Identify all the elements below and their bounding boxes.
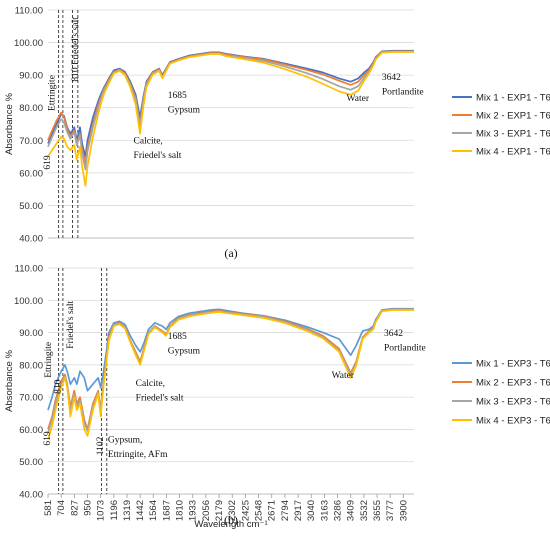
x-tick-label: 3040 bbox=[306, 500, 317, 521]
annotation-label: Water bbox=[332, 371, 355, 381]
x-tick-label: 1196 bbox=[109, 500, 120, 520]
annotation-label: Gypsum bbox=[168, 347, 201, 357]
y-tick-label: 70.00 bbox=[19, 393, 43, 404]
y-tick-label: 100.00 bbox=[14, 38, 43, 49]
annotation-label: Ettringite bbox=[47, 75, 57, 111]
y-tick-label: 110.00 bbox=[15, 6, 43, 17]
annotation-label: Friedel's salt bbox=[134, 151, 182, 161]
y-tick-label: 110.00 bbox=[15, 264, 43, 275]
annotation-label: Gypsum bbox=[168, 106, 201, 116]
annotation-label: 810 bbox=[54, 379, 64, 394]
annotation-label: 1102 bbox=[96, 436, 106, 455]
x-tick-label: 827 bbox=[69, 500, 80, 516]
annotation-label: Friedel's salt bbox=[66, 300, 76, 348]
annotation-label: 3642 bbox=[384, 329, 403, 339]
y-axis-label: Absorbance % bbox=[4, 350, 15, 412]
x-tick-label: 1073 bbox=[96, 500, 107, 521]
y-tick-label: 60.00 bbox=[19, 168, 43, 179]
x-tick-label: 1564 bbox=[148, 500, 159, 521]
y-tick-label: 60.00 bbox=[19, 425, 43, 436]
annotation-label: 1685 bbox=[168, 91, 187, 101]
x-tick-label: 3163 bbox=[319, 500, 330, 521]
annotation-label: Portlandite bbox=[384, 343, 426, 353]
x-tick-label: 704 bbox=[56, 500, 67, 516]
legend-entry: Mix 2 - EXP1 - T6 bbox=[476, 111, 550, 122]
legend-entry: Mix 2 - EXP3 - T6 bbox=[476, 378, 550, 389]
series-line bbox=[47, 51, 414, 187]
x-tick-label: 2548 bbox=[254, 500, 265, 521]
x-tick-label: 3286 bbox=[333, 500, 344, 521]
y-tick-label: 50.00 bbox=[19, 201, 43, 212]
x-tick-label: 2056 bbox=[201, 500, 212, 521]
x-tick-label: 2917 bbox=[293, 500, 304, 521]
x-tick-label: 3532 bbox=[359, 500, 370, 521]
x-tick-label: 1687 bbox=[161, 500, 172, 521]
annotation-label: Calcite, bbox=[136, 379, 165, 389]
annotation-label: Water bbox=[347, 94, 370, 104]
x-tick-label: 1933 bbox=[188, 500, 199, 521]
annotation-label: Ettringite bbox=[44, 342, 54, 378]
x-axis-label: Wavelength cm⁻¹ bbox=[194, 519, 267, 530]
x-tick-label: 1810 bbox=[175, 500, 186, 521]
y-tick-label: 70.00 bbox=[19, 136, 43, 147]
x-tick-label: 3777 bbox=[385, 500, 396, 521]
y-tick-label: 80.00 bbox=[19, 103, 43, 114]
legend-entry: Mix 3 - EXP3 - T6 bbox=[476, 397, 550, 408]
annotation-label: 619 bbox=[43, 155, 53, 170]
legend-entry: Mix 1 - EXP3 - T6 bbox=[476, 359, 550, 370]
x-tick-label: 581 bbox=[43, 500, 54, 516]
y-tick-label: 40.00 bbox=[19, 234, 43, 245]
x-tick-label: 3409 bbox=[346, 500, 357, 521]
x-tick-label: 2794 bbox=[280, 500, 291, 521]
annotation-label: Ettringite, AFm bbox=[108, 450, 168, 460]
x-tick-label: 2671 bbox=[267, 500, 278, 521]
y-tick-label: 50.00 bbox=[19, 457, 43, 468]
y-tick-label: 80.00 bbox=[19, 360, 43, 371]
annotation-label: Friedel's salt bbox=[136, 393, 184, 403]
x-tick-label: 950 bbox=[83, 500, 94, 516]
x-tick-label: 2302 bbox=[227, 500, 238, 521]
y-tick-label: 90.00 bbox=[19, 71, 43, 82]
x-tick-label: 2179 bbox=[214, 500, 225, 521]
series-line bbox=[47, 50, 414, 171]
x-tick-label: 1442 bbox=[135, 500, 146, 521]
panel-label: (a) bbox=[224, 246, 237, 260]
annotation-label: Calcite, bbox=[134, 137, 163, 147]
x-tick-label: 1319 bbox=[122, 500, 133, 521]
series-line bbox=[47, 307, 414, 411]
annotation-label: Portlandite bbox=[382, 88, 424, 98]
y-tick-label: 40.00 bbox=[19, 490, 43, 501]
legend-entry: Mix 1 - EXP1 - T6 bbox=[476, 93, 550, 104]
annotation-label: Gypsum, bbox=[108, 435, 143, 445]
panel-label: (b) bbox=[224, 513, 238, 527]
legend-entry: Mix 3 - EXP1 - T6 bbox=[476, 129, 550, 140]
series-line bbox=[47, 309, 414, 440]
x-tick-label: 2425 bbox=[240, 500, 251, 521]
annotation-label: 619 bbox=[43, 431, 53, 446]
annotation-label: 810 Friedel's salt bbox=[71, 17, 81, 82]
y-tick-label: 90.00 bbox=[19, 328, 43, 339]
annotation-label: 1685 bbox=[168, 332, 187, 342]
x-tick-label: 3900 bbox=[398, 500, 409, 521]
x-tick-label: 3655 bbox=[372, 500, 383, 521]
y-tick-label: 100.00 bbox=[14, 296, 43, 307]
y-axis-label: Absorbance % bbox=[4, 93, 15, 155]
legend-entry: Mix 4 - EXP3 - T6 bbox=[476, 416, 550, 427]
annotation-label: 3642 bbox=[382, 73, 401, 83]
legend-entry: Mix 4 - EXP1 - T6 bbox=[476, 147, 550, 158]
